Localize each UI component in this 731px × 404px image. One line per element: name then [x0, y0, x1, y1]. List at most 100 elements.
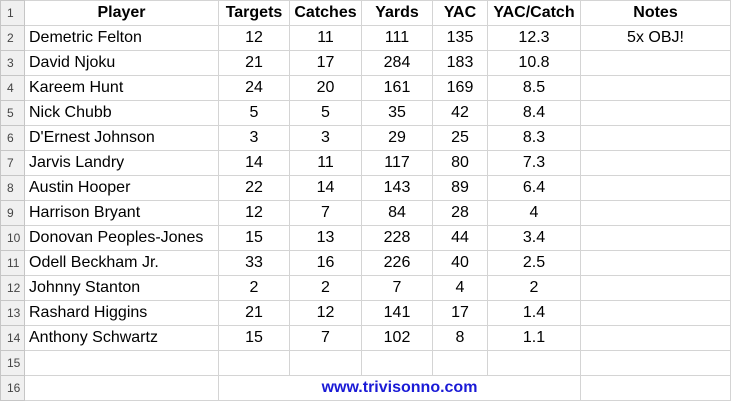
yac-per-catch-cell[interactable]: 6.4: [487, 175, 581, 201]
row-header[interactable]: 1: [0, 0, 25, 26]
player-cell[interactable]: Rashard Higgins: [24, 300, 219, 326]
yac-cell[interactable]: 4: [432, 275, 488, 301]
yards-cell[interactable]: 111: [361, 25, 433, 51]
website-link[interactable]: www.trivisonno.com: [218, 375, 581, 401]
yards-cell[interactable]: 84: [361, 200, 433, 226]
notes-cell[interactable]: [580, 50, 731, 76]
row-header[interactable]: 16: [0, 375, 25, 401]
yac-cell[interactable]: 169: [432, 75, 488, 101]
catches-cell[interactable]: 13: [289, 225, 362, 251]
yards-cell[interactable]: 102: [361, 325, 433, 351]
row-header[interactable]: 3: [0, 50, 25, 76]
yac-per-catch-cell[interactable]: 2: [487, 275, 581, 301]
catches-cell[interactable]: 7: [289, 200, 362, 226]
yards-cell[interactable]: 161: [361, 75, 433, 101]
yac-cell[interactable]: 42: [432, 100, 488, 126]
player-cell[interactable]: David Njoku: [24, 50, 219, 76]
catches-cell[interactable]: 7: [289, 325, 362, 351]
player-cell[interactable]: Odell Beckham Jr.: [24, 250, 219, 276]
notes-cell[interactable]: [580, 300, 731, 326]
notes-cell[interactable]: [580, 225, 731, 251]
player-cell[interactable]: Austin Hooper: [24, 175, 219, 201]
catches-cell[interactable]: 12: [289, 300, 362, 326]
targets-cell[interactable]: 12: [218, 200, 290, 226]
row-header[interactable]: 15: [0, 350, 25, 376]
yac-cell[interactable]: 44: [432, 225, 488, 251]
yards-cell[interactable]: 35: [361, 100, 433, 126]
targets-cell[interactable]: 14: [218, 150, 290, 176]
yards-cell[interactable]: 228: [361, 225, 433, 251]
empty-cell[interactable]: [24, 375, 219, 401]
player-cell[interactable]: Kareem Hunt: [24, 75, 219, 101]
row-header[interactable]: 8: [0, 175, 25, 201]
yac-cell[interactable]: 8: [432, 325, 488, 351]
targets-cell[interactable]: 15: [218, 325, 290, 351]
catches-cell[interactable]: 11: [289, 25, 362, 51]
player-cell[interactable]: Anthony Schwartz: [24, 325, 219, 351]
player-cell[interactable]: Harrison Bryant: [24, 200, 219, 226]
yac-per-catch-cell[interactable]: 1.1: [487, 325, 581, 351]
notes-cell[interactable]: [580, 100, 731, 126]
catches-cell[interactable]: 17: [289, 50, 362, 76]
yac-cell[interactable]: 28: [432, 200, 488, 226]
yards-cell[interactable]: 29: [361, 125, 433, 151]
notes-cell[interactable]: [580, 175, 731, 201]
yac-cell[interactable]: 80: [432, 150, 488, 176]
empty-cell[interactable]: [580, 375, 731, 401]
column-header-yac-per-catch[interactable]: YAC/Catch: [487, 0, 581, 26]
notes-cell[interactable]: [580, 200, 731, 226]
notes-cell[interactable]: [580, 75, 731, 101]
column-header-yac[interactable]: YAC: [432, 0, 488, 26]
yac-per-catch-cell[interactable]: 10.8: [487, 50, 581, 76]
notes-cell[interactable]: [580, 150, 731, 176]
yards-cell[interactable]: 226: [361, 250, 433, 276]
yac-per-catch-cell[interactable]: 8.3: [487, 125, 581, 151]
targets-cell[interactable]: 33: [218, 250, 290, 276]
yac-cell[interactable]: 183: [432, 50, 488, 76]
player-cell[interactable]: Johnny Stanton: [24, 275, 219, 301]
targets-cell[interactable]: 5: [218, 100, 290, 126]
catches-cell[interactable]: 14: [289, 175, 362, 201]
targets-cell[interactable]: 21: [218, 300, 290, 326]
yards-cell[interactable]: 7: [361, 275, 433, 301]
row-header[interactable]: 12: [0, 275, 25, 301]
row-header[interactable]: 10: [0, 225, 25, 251]
empty-cell[interactable]: [24, 350, 219, 376]
notes-cell[interactable]: [580, 275, 731, 301]
yards-cell[interactable]: 143: [361, 175, 433, 201]
row-header[interactable]: 11: [0, 250, 25, 276]
targets-cell[interactable]: 15: [218, 225, 290, 251]
yac-per-catch-cell[interactable]: 3.4: [487, 225, 581, 251]
empty-cell[interactable]: [487, 350, 581, 376]
empty-cell[interactable]: [218, 350, 290, 376]
notes-cell[interactable]: 5x OBJ!: [580, 25, 731, 51]
targets-cell[interactable]: 24: [218, 75, 290, 101]
player-cell[interactable]: Donovan Peoples-Jones: [24, 225, 219, 251]
empty-cell[interactable]: [361, 350, 433, 376]
catches-cell[interactable]: 5: [289, 100, 362, 126]
player-cell[interactable]: Demetric Felton: [24, 25, 219, 51]
yac-per-catch-cell[interactable]: 1.4: [487, 300, 581, 326]
yac-cell[interactable]: 135: [432, 25, 488, 51]
row-header[interactable]: 13: [0, 300, 25, 326]
targets-cell[interactable]: 2: [218, 275, 290, 301]
player-cell[interactable]: D'Ernest Johnson: [24, 125, 219, 151]
row-header[interactable]: 6: [0, 125, 25, 151]
column-header-catches[interactable]: Catches: [289, 0, 362, 26]
targets-cell[interactable]: 12: [218, 25, 290, 51]
yards-cell[interactable]: 141: [361, 300, 433, 326]
column-header-player[interactable]: Player: [24, 0, 219, 26]
targets-cell[interactable]: 22: [218, 175, 290, 201]
notes-cell[interactable]: [580, 125, 731, 151]
player-cell[interactable]: Jarvis Landry: [24, 150, 219, 176]
notes-cell[interactable]: [580, 325, 731, 351]
catches-cell[interactable]: 2: [289, 275, 362, 301]
targets-cell[interactable]: 3: [218, 125, 290, 151]
yac-cell[interactable]: 17: [432, 300, 488, 326]
yac-per-catch-cell[interactable]: 8.4: [487, 100, 581, 126]
row-header[interactable]: 7: [0, 150, 25, 176]
row-header[interactable]: 9: [0, 200, 25, 226]
yards-cell[interactable]: 284: [361, 50, 433, 76]
player-cell[interactable]: Nick Chubb: [24, 100, 219, 126]
yac-per-catch-cell[interactable]: 7.3: [487, 150, 581, 176]
